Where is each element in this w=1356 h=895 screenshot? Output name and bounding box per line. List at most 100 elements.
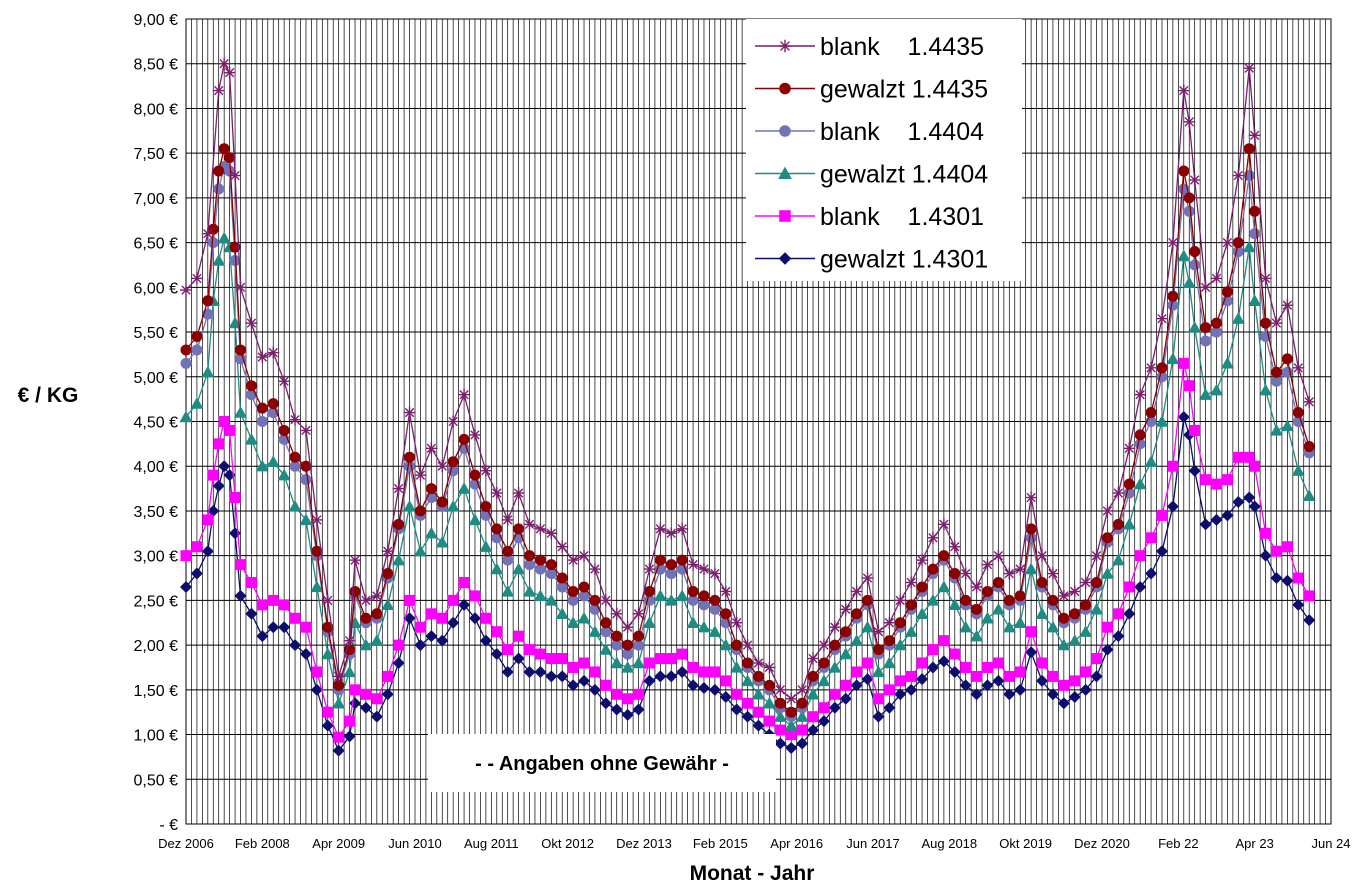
legend-box — [746, 19, 1022, 281]
data-point — [1259, 549, 1272, 562]
data-point — [212, 254, 226, 266]
data-point — [686, 616, 700, 628]
data-point — [267, 398, 279, 410]
axes: - € 0,50 € 1,00 € 1,50 € 2,00 € 2,50 € 3,00 € 3… — [134, 12, 1351, 851]
data-point — [779, 125, 791, 137]
data-point — [289, 612, 301, 624]
y-tick-label: 8,00 € — [134, 101, 179, 118]
data-point — [1260, 527, 1272, 539]
data-point — [654, 653, 666, 665]
data-point — [741, 710, 754, 723]
y-tick-label: 6,50 € — [134, 236, 179, 253]
y-tick-label: 0,50 € — [134, 772, 179, 789]
data-point — [1036, 674, 1049, 687]
data-point — [512, 652, 525, 665]
data-point — [300, 460, 312, 472]
data-point — [1013, 616, 1027, 628]
data-point — [458, 598, 471, 611]
data-point — [818, 702, 830, 714]
data-point — [970, 688, 983, 701]
data-point — [359, 701, 372, 714]
data-point — [1242, 240, 1256, 253]
data-point — [687, 661, 699, 673]
data-point — [1178, 165, 1190, 177]
data-point — [277, 468, 291, 481]
data-point — [784, 719, 798, 731]
data-point — [556, 653, 568, 665]
data-point — [949, 568, 961, 580]
data-point — [905, 683, 918, 696]
data-point — [201, 545, 214, 558]
data-point — [599, 643, 613, 655]
data-point — [533, 589, 547, 602]
data-point — [753, 706, 764, 718]
data-point — [469, 590, 481, 602]
series-2 — [180, 143, 1315, 718]
data-point — [370, 710, 383, 723]
data-point — [1167, 460, 1179, 472]
data-point — [1079, 683, 1092, 696]
data-point — [524, 559, 535, 571]
data-point — [567, 661, 579, 673]
data-point — [665, 559, 677, 571]
data-point — [905, 670, 917, 682]
series-line — [185, 61, 1310, 700]
y-tick-label: 7,50 € — [134, 146, 179, 163]
data-point — [971, 670, 983, 682]
data-point — [381, 688, 394, 701]
data-point — [1211, 317, 1222, 329]
x-tick-label: Apr 2016 — [770, 836, 823, 851]
data-point — [1249, 205, 1261, 217]
data-point — [1259, 383, 1273, 396]
data-point — [1248, 294, 1262, 306]
data-point — [404, 594, 416, 606]
data-point — [300, 621, 312, 633]
data-point — [807, 711, 819, 723]
data-point — [894, 675, 906, 687]
data-point — [862, 657, 874, 669]
data-point — [1270, 572, 1283, 585]
data-point — [600, 679, 612, 691]
data-point — [567, 679, 580, 692]
data-point — [687, 679, 700, 692]
data-point — [796, 724, 808, 736]
y-tick-label: 8,50 € — [134, 57, 179, 74]
y-tick-label: 5,50 € — [134, 325, 179, 342]
data-point — [1302, 489, 1316, 501]
data-point — [1091, 653, 1103, 665]
data-point — [1003, 670, 1015, 682]
data-point — [523, 584, 536, 597]
data-point — [796, 697, 808, 709]
data-point — [1232, 451, 1244, 463]
x-tick-label: Apr 2009 — [312, 836, 365, 851]
data-point — [446, 499, 460, 512]
data-point — [414, 621, 426, 633]
data-point — [480, 500, 492, 512]
data-point — [1281, 353, 1293, 365]
data-point — [1156, 362, 1168, 374]
data-point — [502, 644, 514, 656]
y-tick-label: - € — [159, 817, 178, 834]
data-point — [960, 661, 972, 673]
data-point — [1291, 464, 1305, 476]
y-tick-label: 6,00 € — [134, 280, 179, 297]
data-point — [752, 719, 765, 732]
data-point — [665, 670, 678, 683]
data-point — [1090, 670, 1103, 683]
data-point — [731, 688, 743, 700]
data-point — [1248, 500, 1261, 513]
data-point — [1155, 415, 1169, 427]
x-tick-label: Apr 23 — [1236, 836, 1274, 851]
data-point — [224, 152, 236, 164]
data-point — [698, 666, 710, 678]
data-point — [300, 474, 312, 486]
data-point — [1134, 429, 1146, 441]
legend-label: gewalzt 1.4435 — [820, 76, 988, 104]
data-point — [1025, 626, 1037, 638]
data-point — [1177, 411, 1190, 424]
data-point — [1292, 407, 1304, 419]
data-point — [1112, 608, 1124, 620]
data-point — [742, 657, 754, 669]
data-point — [778, 252, 792, 265]
